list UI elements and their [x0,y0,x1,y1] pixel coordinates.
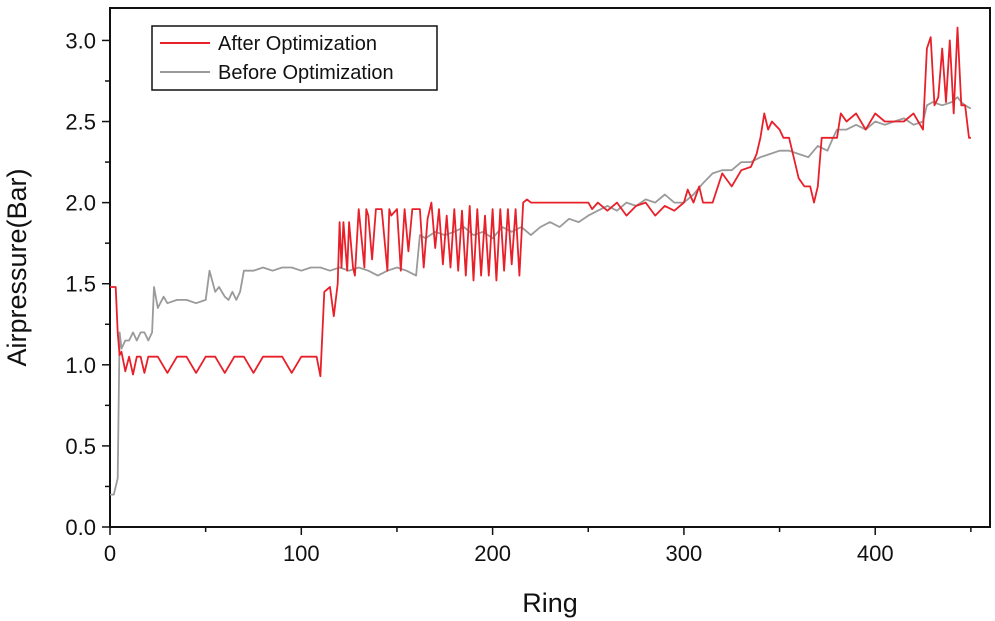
x-tick-label: 200 [474,541,511,566]
x-axis: 0 100 200 300 400 [104,527,972,566]
y-tick-label: 1.5 [65,272,96,297]
plot-frame [109,7,991,528]
x-tick-label: 300 [666,541,703,566]
series-layer [110,26,972,496]
legend-label-after: After Optimization [218,33,377,55]
legend-label-before: Before Optimization [218,62,394,84]
y-tick-label: 2.5 [65,110,96,135]
legend: After Optimization Before Optimization [151,25,438,91]
x-tick-label: 100 [283,541,320,566]
y-tick-label: 0.0 [65,515,96,540]
x-tick-label: 400 [857,541,894,566]
legend-box [151,25,438,91]
x-tick-label: 0 [104,541,116,566]
y-axis: 0.0 0.5 1.0 1.5 2.0 2.5 3.0 [65,28,110,540]
y-tick-label: 1.0 [65,353,96,378]
x-axis-label: Ring [522,588,578,618]
plot-area [109,7,991,528]
y-tick-label: 2.0 [65,191,96,216]
y-tick-label: 0.5 [65,434,96,459]
series-line-before-optimization [110,96,972,496]
series-line-after-optimization [110,26,971,378]
y-axis-label: Airpressure(Bar) [2,168,32,366]
y-tick-label: 3.0 [65,28,96,53]
